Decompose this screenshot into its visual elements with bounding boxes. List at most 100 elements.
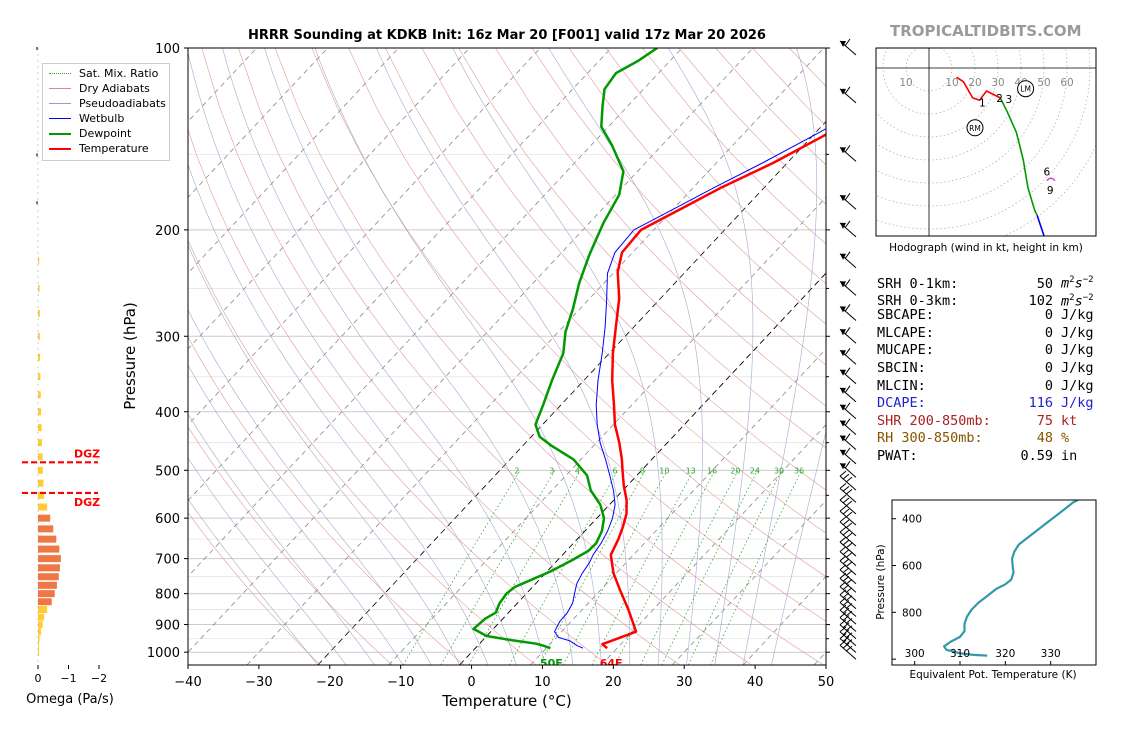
mixing-ratio-label: 2: [514, 467, 519, 476]
pseudo-adiabat-line: [188, 309, 432, 665]
mixing-ratio-label: 3: [549, 467, 554, 476]
stat-sbcin: SBCIN: 0 J/kg: [877, 359, 1094, 376]
dry-adiabat-line: [201, 48, 680, 665]
isotherm-line: [188, 48, 470, 350]
dry-adiabat-line: [188, 128, 609, 665]
dry-adiabat-line: [238, 48, 752, 665]
legend-swatch: [49, 88, 71, 89]
omega-bar: [38, 391, 41, 399]
pseudo-adiabat-line: [188, 163, 489, 665]
storm-motion-label: LM: [1020, 85, 1031, 94]
wind-barb: [839, 447, 857, 465]
pseudo-adiabat-line: [548, 48, 703, 665]
barb-flag: [842, 508, 850, 515]
barb-flag: [844, 192, 851, 201]
omega-bar: [38, 491, 45, 499]
omega-bar: [38, 503, 48, 511]
series-temperature-line: [601, 133, 826, 650]
barb-flag: [842, 558, 850, 565]
barb-pennant: [840, 420, 846, 427]
barb-flag: [845, 488, 853, 495]
omega-bar: [38, 648, 39, 656]
wind-barb: [839, 536, 857, 557]
wind-barb: [839, 604, 857, 625]
theta-e-frame: [891, 499, 1097, 666]
barb-flag: [845, 578, 853, 585]
dry-adiabat-line: [421, 48, 826, 491]
mixing-ratio-label: 8: [640, 467, 645, 476]
dry-adiabat-line: [568, 48, 826, 325]
wind-barbs: [839, 38, 857, 660]
barb-pennant: [840, 147, 846, 154]
dry-adiabat-line: [188, 336, 465, 665]
barb-pennant: [840, 222, 846, 229]
barb-flag: [844, 220, 851, 229]
hodograph-background: 10102030405060: [876, 48, 1096, 236]
x-tick-label: 50: [818, 675, 835, 690]
barb-flag: [839, 505, 847, 512]
omega-bar: [38, 613, 45, 621]
hodo-segment: [1036, 214, 1045, 236]
skewt-frame: [187, 47, 827, 666]
barb-flag: [842, 539, 850, 546]
dry-adiabat-line: [458, 48, 826, 449]
wind-barb: [839, 192, 857, 210]
omega-bar: [38, 564, 60, 572]
barb-pennant: [840, 463, 846, 470]
barb-flag: [839, 516, 847, 523]
y-tick-label: 200: [155, 224, 180, 239]
wind-barb: [839, 516, 857, 537]
barb-flag: [839, 470, 847, 477]
barb-flag: [844, 304, 851, 312]
pseudo-adiabat-line: [264, 48, 574, 665]
barb-flag: [839, 494, 847, 501]
wind-barb: [839, 86, 857, 104]
barb-flag: [845, 618, 853, 624]
x-tick-label: 20: [605, 675, 622, 690]
barb-flag: [845, 603, 853, 609]
stat-mucape: MUCAPE: 0 J/kg: [877, 342, 1094, 359]
barb-flag: [845, 476, 853, 483]
theta-e-ylabel: Pressure (hPa): [875, 544, 887, 619]
barb-flag: [842, 592, 850, 599]
wind-barb: [839, 626, 857, 647]
barb-staff: [839, 644, 857, 660]
legend-swatch: [49, 103, 71, 104]
stat-mlcin: MLCIN: 0 J/kg: [877, 377, 1094, 394]
omega-bar: [38, 621, 43, 629]
wind-barb: [839, 326, 857, 344]
isotherm-line: [188, 48, 399, 274]
mixing-ratio-line: [440, 470, 556, 665]
omega-bar: [38, 628, 42, 636]
dry-adiabat-line: [531, 48, 826, 366]
isotherm-line: [188, 48, 328, 198]
barb-staff: [839, 631, 857, 647]
pseudo-adiabat-line: [188, 413, 375, 665]
omega-bar: [38, 514, 51, 522]
wind-barb: [839, 612, 857, 632]
wind-barb: [839, 304, 857, 321]
theta-e-x-tick-label: 320: [995, 648, 1015, 660]
barb-flag: [845, 532, 853, 539]
omega-bar: [38, 642, 39, 650]
surface-temperature-label: 64F: [600, 657, 623, 670]
mixing-ratio-line: [468, 470, 581, 665]
pseudo-adiabat-line: [188, 51, 517, 665]
dry-adiabat-line: [274, 48, 824, 665]
omega-bar: [38, 590, 55, 598]
theta-e-x-tick-label: 330: [1041, 648, 1061, 660]
pseudo-adiabat-line: [314, 48, 602, 665]
dry-adiabat-line: [188, 239, 537, 665]
barb-staff: [839, 624, 857, 640]
omega-bar: [38, 535, 57, 543]
mixing-ratio-line: [402, 470, 521, 665]
pseudo-adiabat-line: [188, 498, 319, 665]
barb-flag: [842, 629, 850, 636]
isotherm-line: [188, 48, 541, 426]
barb-staff: [839, 609, 857, 625]
pseudo-adiabat-line: [222, 48, 545, 665]
mixing-ratio-label: 16: [707, 467, 717, 476]
barb-flag: [845, 632, 853, 639]
hodograph-series: 1 2 3 6 9 LM RM: [956, 76, 1056, 236]
barb-pennant: [840, 435, 846, 442]
